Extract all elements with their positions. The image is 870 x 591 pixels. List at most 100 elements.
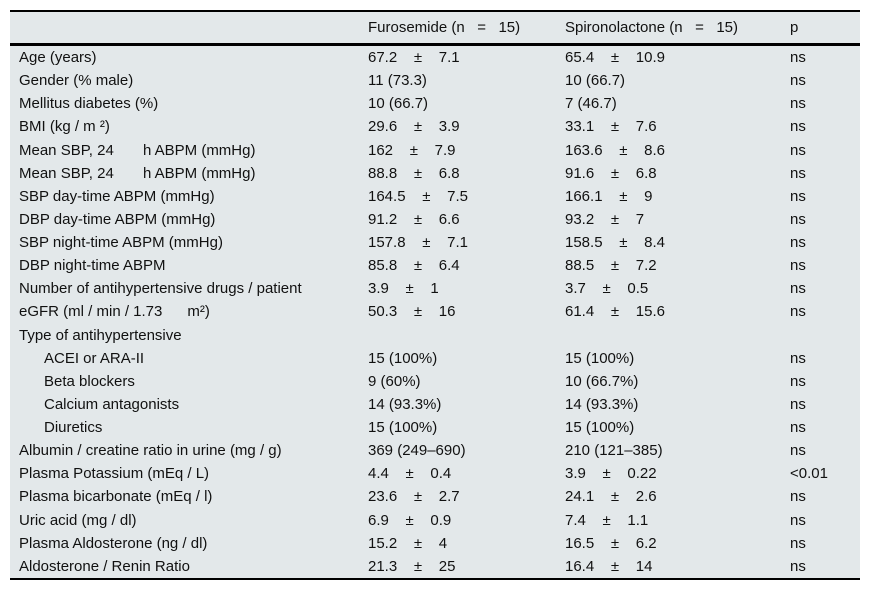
table-row: ACEI or ARA-II 15 (100%) 15 (100%) ns [10, 347, 860, 370]
furosemide-value: 164.5 ± 7.5 [368, 187, 468, 205]
table-row: Calcium antagonists 14 (93.3%) 14 (93.3%… [10, 393, 860, 416]
spironolactone-value: 166.1 ± 9 [565, 187, 653, 205]
table-row: Type of antihypertensive [10, 324, 860, 347]
table-row: BMI (kg / m ²) 29.6 ± 3.9 33.1 ± 7.6 ns [10, 115, 860, 138]
row-label: ACEI or ARA-II [44, 349, 145, 367]
furosemide-value: 10 (66.7) [368, 95, 429, 113]
table-row: Plasma Aldosterone (ng / dl) 15.2 ± 4 16… [10, 532, 860, 555]
spironolactone-value: 7 (46.7) [565, 95, 617, 113]
furosemide-value: 4.4 ± 0.4 [368, 465, 452, 483]
spironolactone-value: 10 (66.7%) [565, 372, 639, 390]
furosemide-value: 157.8 ± 7.1 [368, 234, 468, 252]
p-value: ns [790, 234, 806, 252]
furosemide-value: 11 (73.3) [368, 72, 427, 90]
row-label: Mean SBP, 24 h ABPM (mmHg) [19, 164, 256, 182]
row-label: Type of antihypertensive [19, 326, 182, 344]
spironolactone-value: 158.5 ± 8.4 [565, 234, 665, 252]
furosemide-value: 91.2 ± 6.6 [368, 210, 460, 228]
table-row: SBP day-time ABPM (mmHg) 164.5 ± 7.5 166… [10, 185, 860, 208]
spironolactone-value: 15 (100%) [565, 419, 635, 437]
table-header-row: Furosemide (n = 15) Spironolactone (n = … [10, 12, 860, 46]
p-value: ns [790, 349, 806, 367]
row-label: Plasma bicarbonate (mEq / l) [19, 488, 213, 506]
furosemide-value: 3.9 ± 1 [368, 280, 439, 298]
column-header-furosemide: Furosemide (n = 15) [368, 19, 521, 36]
table-row: Mean SBP, 24 h ABPM (mmHg) 88.8 ± 6.8 91… [10, 162, 860, 185]
table-row: eGFR (ml / min / 1.73 m²) 50.3 ± 16 61.4… [10, 300, 860, 323]
table-row: Uric acid (mg / dl) 6.9 ± 0.9 7.4 ± 1.1 … [10, 509, 860, 532]
row-label: Beta blockers [44, 372, 135, 390]
p-value: ns [790, 303, 806, 321]
clinical-comparison-table: Furosemide (n = 15) Spironolactone (n = … [10, 10, 860, 580]
furosemide-value: 50.3 ± 16 [368, 303, 456, 321]
p-value: ns [790, 395, 806, 413]
p-value: ns [790, 372, 806, 390]
spironolactone-value: 3.7 ± 0.5 [565, 280, 649, 298]
spironolactone-value: 65.4 ± 10.9 [565, 49, 665, 67]
spironolactone-value: 14 (93.3%) [565, 395, 639, 413]
column-header-p: p [790, 19, 799, 36]
table-body: Age (years) 67.2 ± 7.1 65.4 ± 10.9 ns Ge… [10, 46, 860, 578]
row-label: Uric acid (mg / dl) [19, 511, 137, 529]
row-label: SBP night-time ABPM (mmHg) [19, 234, 223, 252]
spironolactone-value: 163.6 ± 8.6 [565, 141, 665, 159]
furosemide-value: 85.8 ± 6.4 [368, 257, 460, 275]
row-label: Mellitus diabetes (%) [19, 95, 159, 113]
row-label: Age (years) [19, 49, 97, 67]
spironolactone-value: 91.6 ± 6.8 [565, 164, 657, 182]
spironolactone-value: 93.2 ± 7 [565, 210, 645, 228]
table-row: Number of antihypertensive drugs / patie… [10, 277, 860, 300]
spironolactone-value: 10 (66.7) [565, 72, 626, 90]
table-row: Diuretics 15 (100%) 15 (100%) ns [10, 416, 860, 439]
p-value: ns [790, 95, 806, 113]
table-row: Aldosterone / Renin Ratio 21.3 ± 25 16.4… [10, 555, 860, 578]
spironolactone-value: 15 (100%) [565, 349, 635, 367]
furosemide-value: 23.6 ± 2.7 [368, 488, 460, 506]
row-label: DBP night-time ABPM [19, 257, 166, 275]
table-row: Albumin / creatine ratio in urine (mg / … [10, 439, 860, 462]
p-value: ns [790, 49, 806, 67]
table-row: Mean SBP, 24 h ABPM (mmHg) 162 ± 7.9 163… [10, 139, 860, 162]
row-label: DBP day-time ABPM (mmHg) [19, 210, 216, 228]
row-label: Albumin / creatine ratio in urine (mg / … [19, 442, 282, 460]
column-header-spironolactone: Spironolactone (n = 15) [565, 19, 739, 36]
table-row: SBP night-time ABPM (mmHg) 157.8 ± 7.1 1… [10, 231, 860, 254]
spironolactone-value: 24.1 ± 2.6 [565, 488, 657, 506]
table-row: Gender (% male) 11 (73.3) 10 (66.7) ns [10, 69, 860, 92]
furosemide-value: 67.2 ± 7.1 [368, 49, 460, 67]
p-value: ns [790, 488, 806, 506]
furosemide-value: 369 (249–690) [368, 442, 466, 460]
furosemide-value: 15 (100%) [368, 349, 438, 367]
p-value: ns [790, 210, 806, 228]
furosemide-value: 162 ± 7.9 [368, 141, 456, 159]
spironolactone-value: 16.5 ± 6.2 [565, 534, 657, 552]
row-label: Calcium antagonists [44, 395, 180, 413]
table-row: DBP day-time ABPM (mmHg) 91.2 ± 6.6 93.2… [10, 208, 860, 231]
p-value: ns [790, 118, 806, 136]
row-label: Aldosterone / Renin Ratio [19, 557, 190, 575]
row-label: Plasma Aldosterone (ng / dl) [19, 534, 208, 552]
p-value: ns [790, 442, 806, 460]
table-row: Plasma bicarbonate (mEq / l) 23.6 ± 2.7 … [10, 485, 860, 508]
row-label: eGFR (ml / min / 1.73 m²) [19, 303, 210, 321]
spironolactone-value: 210 (121–385) [565, 442, 663, 460]
p-value: ns [790, 511, 806, 529]
table-row: Age (years) 67.2 ± 7.1 65.4 ± 10.9 ns [10, 46, 860, 69]
table-row: Plasma Potassium (mEq / L) 4.4 ± 0.4 3.9… [10, 462, 860, 485]
furosemide-value: 88.8 ± 6.8 [368, 164, 460, 182]
p-value: ns [790, 557, 806, 575]
furosemide-value: 15 (100%) [368, 419, 438, 437]
row-label: BMI (kg / m ²) [19, 118, 110, 136]
furosemide-value: 21.3 ± 25 [368, 557, 456, 575]
row-label: SBP day-time ABPM (mmHg) [19, 187, 215, 205]
p-value: ns [790, 164, 806, 182]
row-label: Gender (% male) [19, 72, 134, 90]
spironolactone-value: 3.9 ± 0.22 [565, 465, 657, 483]
furosemide-value: 15.2 ± 4 [368, 534, 448, 552]
row-label: Number of antihypertensive drugs / patie… [19, 280, 302, 298]
row-label: Plasma Potassium (mEq / L) [19, 465, 210, 483]
p-value: ns [790, 187, 806, 205]
spironolactone-value: 61.4 ± 15.6 [565, 303, 665, 321]
furosemide-value: 9 (60%) [368, 372, 421, 390]
table-row: Mellitus diabetes (%) 10 (66.7) 7 (46.7)… [10, 92, 860, 115]
